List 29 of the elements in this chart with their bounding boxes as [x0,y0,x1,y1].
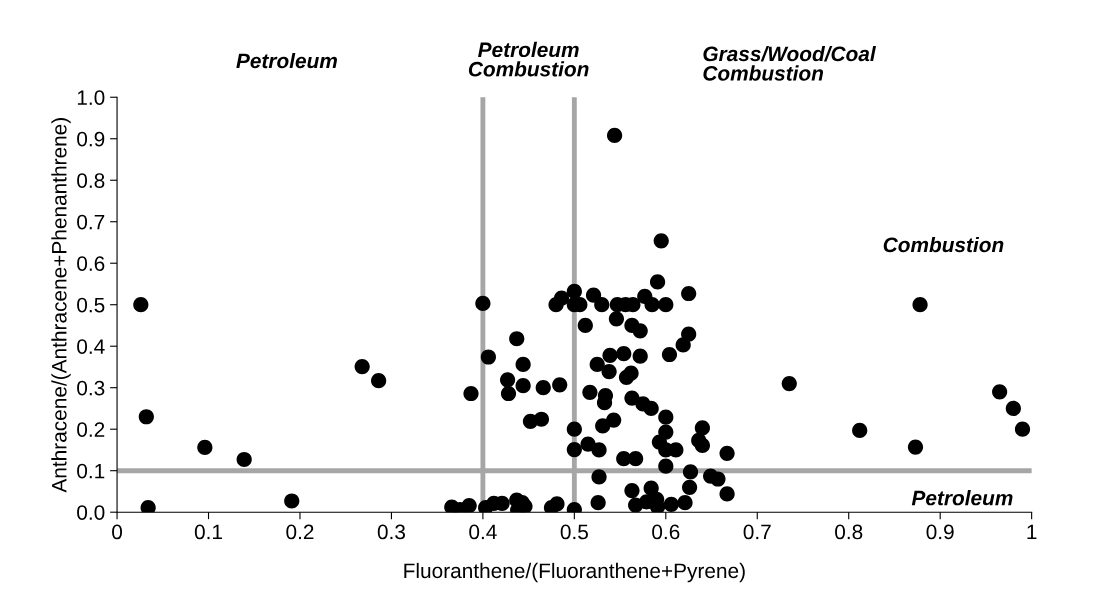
y-axis-title: Anthracene/(Anthracene+Phenanthrene) [51,118,71,493]
y-tick-label: 0.3 [77,380,105,396]
x-tick-label: 0.2 [286,524,314,540]
x-tick-label: 1 [1027,524,1037,540]
y-tick-label: 0.9 [77,131,105,147]
x-tick-label: 0.9 [926,524,954,540]
y-tick-label: 1.0 [77,90,105,105]
x-tick-label: 0 [112,524,123,540]
text: Petroleum Combustion [468,41,589,77]
x-tick-label: 0.1 [194,524,222,540]
y-tick-label: 0.1 [77,463,105,479]
x-tick-label: 0.4 [469,524,497,540]
x-tick-label: 0.3 [377,524,405,540]
y-tick-label: 0.4 [77,339,105,354]
x-tick-label: 0.6 [652,524,680,540]
text: Grass/Wood/Coal Combustion [703,45,877,81]
x-tick-label: 0.8 [835,524,863,540]
x-tick-label: 0.7 [743,524,771,540]
annotation: Combustion [883,236,1004,253]
y-tick-label: 0.7 [77,214,105,230]
y-tick-label: 0.6 [77,256,105,271]
y-tick-label: 0.5 [77,297,105,313]
x-tick-label: 0.5 [560,524,588,540]
y-tick-label: 0.2 [77,422,105,437]
y-tick-label: 0.0 [77,505,105,520]
annotation: Petroleum [911,490,1013,506]
x-axis-title: Fluoranthene/(Fluoranthene+Pyrene) [404,562,745,583]
text: Petroleum [236,52,337,69]
y-tick-label: 0.8 [77,173,105,188]
